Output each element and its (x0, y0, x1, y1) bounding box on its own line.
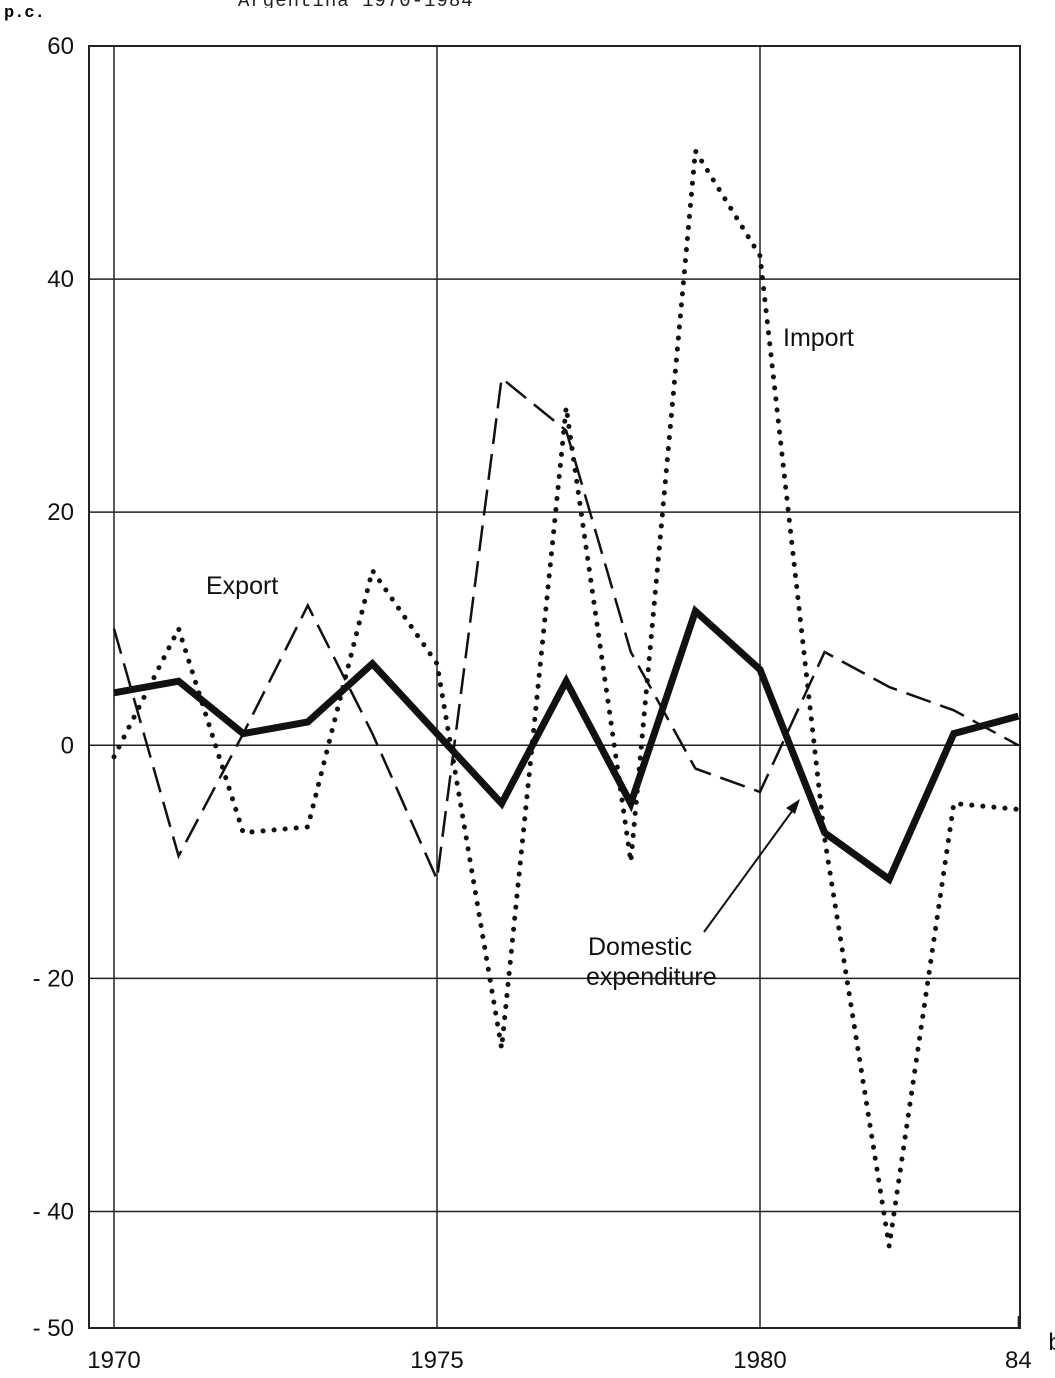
domestic-expenditure-series-line (113, 605, 1020, 885)
export-series-label: Export (206, 572, 278, 600)
axes: 60 40 20 0 - 20 - 40 - 50 1970 1975 1980 84 b (33, 33, 1055, 1374)
domestic-expenditure-label-line2: expenditure (586, 963, 717, 991)
domestic-expenditure-label-line1: Domestic (588, 933, 692, 961)
x-tick-label: 1980 (733, 1347, 786, 1374)
x-tick-label: 84 (1005, 1347, 1032, 1374)
import-series-line (111, 143, 1021, 1247)
y-tick-label: 60 (47, 33, 74, 60)
plot-frame (88, 45, 1021, 1329)
import-series-label: Import (783, 324, 854, 352)
y-tick-label: - 50 (33, 1315, 74, 1342)
x-tick-note: b (1048, 1329, 1055, 1356)
y-tick-label: 20 (47, 499, 74, 526)
y-tick-label: 40 (47, 266, 74, 293)
y-axis-unit-label: p.c. (4, 4, 45, 23)
export-series-line (112, 375, 1019, 884)
annotation-arrow-line (703, 802, 799, 933)
y-tick-label: - 20 (33, 965, 74, 992)
y-tick-label: - 40 (33, 1198, 74, 1225)
x-tick-label: 1975 (410, 1347, 463, 1374)
y-tick-label: 0 (61, 732, 74, 759)
annotation-arrow-head (786, 799, 800, 814)
x-tick-label: 1970 (87, 1347, 140, 1374)
labels: p.c. Import Export Domestic expenditure (4, 4, 854, 991)
grid (89, 46, 1020, 1328)
series-layer (111, 143, 1021, 1247)
figure-caption: Argentina 1970-1984 (238, 0, 474, 8)
